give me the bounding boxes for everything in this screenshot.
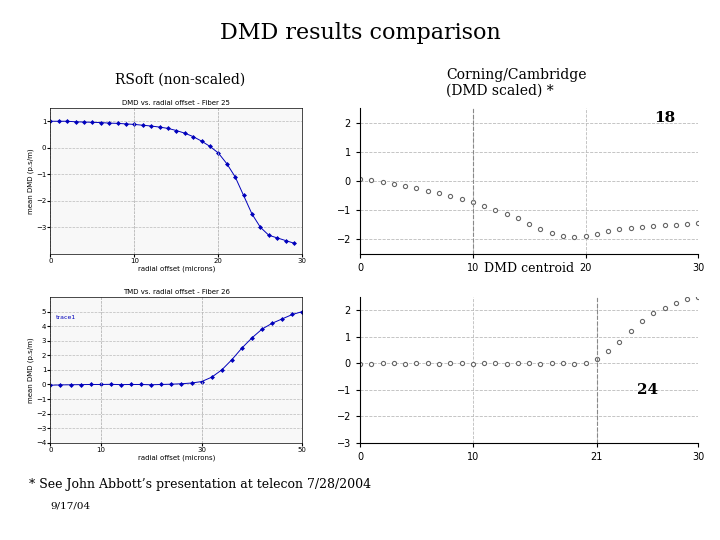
Text: trace1: trace1 [55,315,76,320]
X-axis label: radial offset (microns): radial offset (microns) [138,454,215,461]
Text: 24: 24 [637,383,658,397]
Text: 9/17/04: 9/17/04 [50,501,91,510]
Text: (DMD scaled) *: (DMD scaled) * [446,84,554,98]
Title: TMD vs. radial offset - Fiber 26: TMD vs. radial offset - Fiber 26 [123,289,230,295]
Text: * See John Abbott’s presentation at telecon 7/28/2004: * See John Abbott’s presentation at tele… [29,478,371,491]
Title: DMD vs. radial offset - Fiber 25: DMD vs. radial offset - Fiber 25 [122,100,230,106]
Text: RSoft (non-scaled): RSoft (non-scaled) [115,73,246,87]
Text: 18: 18 [654,111,675,125]
Text: DMD results comparison: DMD results comparison [220,22,500,44]
Y-axis label: mean DMD (p.s/m): mean DMD (p.s/m) [28,148,35,214]
Y-axis label: mean DMD (p.s/m): mean DMD (p.s/m) [28,337,35,403]
X-axis label: radial offset (microns): radial offset (microns) [138,265,215,272]
Text: Corning/Cambridge: Corning/Cambridge [446,68,587,82]
Text: DMD centroid: DMD centroid [484,262,575,275]
